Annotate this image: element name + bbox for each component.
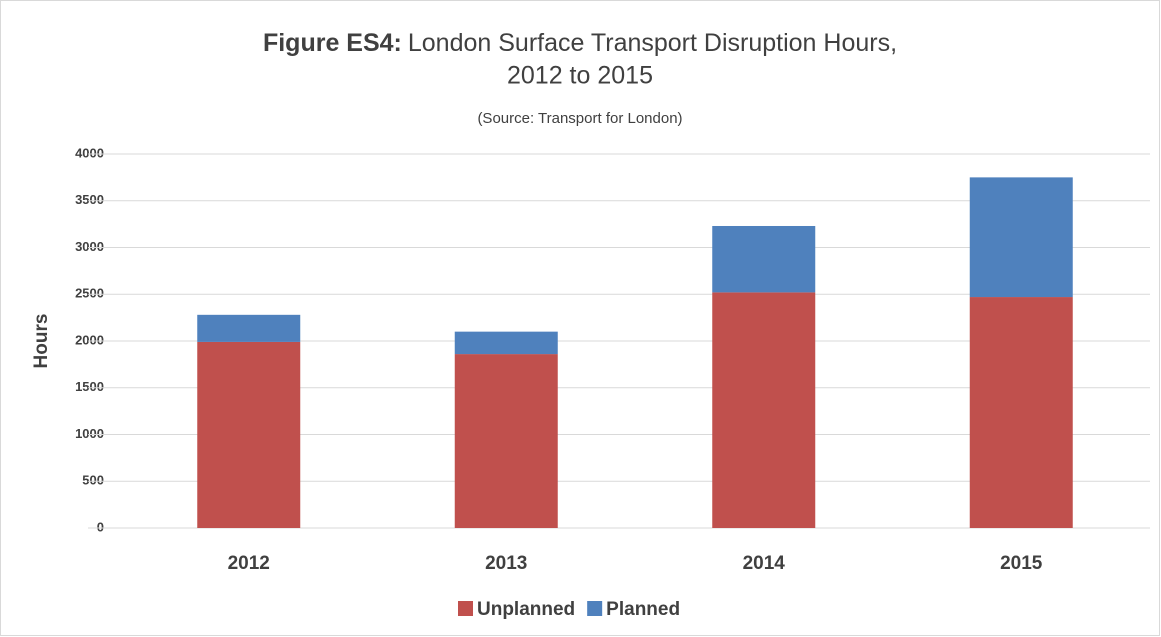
- x-tick-label: 2014: [743, 553, 786, 574]
- y-tick-label: 1500: [75, 379, 104, 394]
- bar-segment: [197, 314, 301, 342]
- x-tick-label: 2013: [485, 553, 527, 574]
- title-line: 2012 to 2015: [507, 62, 653, 90]
- bar-segment: [454, 331, 558, 355]
- legend-label: Planned: [606, 599, 680, 620]
- bar-segment: [454, 354, 558, 528]
- y-tick-label: 1000: [75, 426, 104, 441]
- y-tick-label: 500: [82, 473, 104, 488]
- bar-segment: [712, 292, 816, 528]
- chart-title: Figure ES4: London Surface Transport Disr…: [263, 29, 897, 57]
- title-prefix: Figure ES4:: [263, 29, 402, 57]
- x-tick-label: 2015: [1000, 553, 1043, 574]
- y-tick-label: 3000: [75, 239, 104, 254]
- legend-swatch: [458, 601, 473, 616]
- title-line: London Surface Transport Disruption Hour…: [408, 29, 897, 57]
- y-tick-label: 0: [97, 519, 104, 534]
- legend-swatch: [587, 601, 603, 616]
- y-tick-label: 4000: [75, 145, 104, 160]
- chart-subtitle: (Source: Transport for London): [477, 110, 682, 127]
- y-tick-label: 2500: [75, 286, 104, 301]
- legend-label: Unplanned: [477, 599, 575, 620]
- y-tick-label: 3500: [75, 192, 104, 207]
- x-tick-label: 2012: [228, 553, 270, 574]
- bar-segment: [197, 341, 301, 528]
- bar-segment: [969, 297, 1073, 528]
- y-axis-label: Hours: [31, 314, 52, 369]
- y-tick-label: 2000: [75, 332, 104, 347]
- bar-segment: [712, 225, 816, 293]
- bar-segment: [969, 177, 1073, 298]
